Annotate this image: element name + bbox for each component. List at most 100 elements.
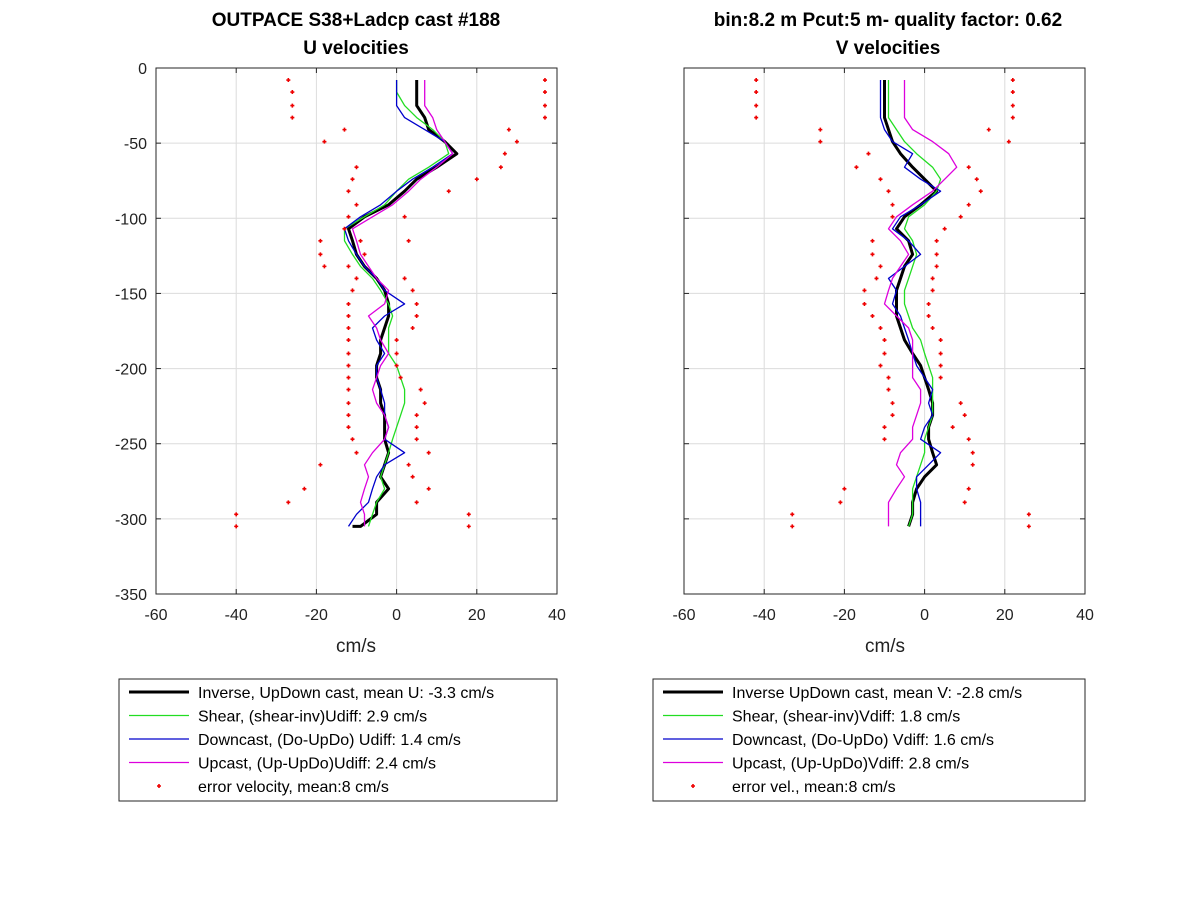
right-error-point [934,238,939,243]
right-legend-entry: Downcast, (Do-UpDo) Vdiff: 1.6 cm/s [732,732,994,749]
right-error-point [934,264,939,269]
left-x-tick-label: 20 [468,607,486,624]
right-error-point [790,524,795,529]
right-error-point [818,127,823,132]
left-legend-entry: error velocity, mean:8 cm/s [198,779,389,796]
right-error-point [854,165,859,170]
right-x-tick-label: 40 [1076,607,1094,624]
left-error-point [354,202,359,207]
left-x-tick-label: 40 [548,607,566,624]
right-error-point [890,401,895,406]
left-error-point [426,450,431,455]
left-series-line-3 [351,80,454,527]
left-error-point [402,214,407,219]
right-axes-frame [683,67,1086,595]
left-chart-subtitle: U velocities [303,38,409,59]
right-error-point [842,486,847,491]
left-error-point [402,276,407,281]
right-error-point [862,301,867,306]
right-legend-marker [691,784,695,788]
right-x-tick-label: -60 [672,607,695,624]
left-error-point [346,189,351,194]
left-y-tick-label: -200 [115,362,147,379]
right-error-point [926,301,931,306]
left-error-point [514,139,519,144]
right-error-point [878,325,883,330]
left-axes-frame [155,67,558,595]
right-error-point [1006,139,1011,144]
left-legend: Inverse, UpDown cast, mean U: -3.3 cm/s S… [118,678,558,802]
right-series-line-1 [887,80,942,527]
left-error-point [286,500,291,505]
left-error-point [426,486,431,491]
right-error-point [1010,90,1015,95]
right-x-tick-label: 20 [996,607,1014,624]
right-series-line-2 [879,80,942,527]
right-x-tick-label: -40 [753,607,776,624]
left-error-point [542,78,547,83]
right-x-axis-label: cm/s [865,636,905,657]
right-error-point [966,486,971,491]
right-error-point [950,425,955,430]
left-error-point [318,462,323,467]
left-error-point [302,486,307,491]
right-error-point [838,500,843,505]
right-legend-entry: Upcast, (Up-UpDo)Vdiff: 2.8 cm/s [732,756,969,773]
right-error-point [754,103,759,108]
left-error-point [466,512,471,517]
right-error-point [754,78,759,83]
left-x-tick-label: -60 [144,607,167,624]
left-error-point [346,425,351,430]
left-error-point [290,103,295,108]
left-legend-box [118,678,558,802]
left-x-tick-label: -20 [305,607,328,624]
right-legend-entry: Shear, (shear-inv)Vdiff: 1.8 cm/s [732,709,960,726]
left-error-point [346,351,351,356]
right-error-point [938,375,943,380]
right-error-point [878,177,883,182]
right-error-point [970,450,975,455]
left-error-point [346,375,351,380]
right-error-point [938,363,943,368]
left-error-point [346,325,351,330]
left-error-point [414,413,419,418]
right-error-point [930,276,935,281]
right-error-point [966,165,971,170]
left-y-tick-label: -350 [115,587,147,604]
left-error-point [346,363,351,368]
left-error-point [410,325,415,330]
right-error-point [966,202,971,207]
right-axes-group: -60 -40 -20 0 20 40 [672,67,1094,624]
left-error-point [234,524,239,529]
right-error-point [862,288,867,293]
left-error-point [406,462,411,467]
left-y-tick-label: -150 [115,286,147,303]
left-error-point [234,512,239,517]
right-error-point [1010,78,1015,83]
left-legend-entry: Inverse, UpDown cast, mean U: -3.3 cm/s [198,685,494,702]
right-error-point [866,151,871,156]
right-error-point [878,264,883,269]
left-error-point [290,90,295,95]
right-error-point [986,127,991,132]
left-error-point [414,313,419,318]
right-series-line-0 [883,80,939,527]
left-error-point [362,252,367,257]
right-error-point [890,413,895,418]
left-error-point [346,214,351,219]
right-error-point [818,139,823,144]
right-error-point [930,288,935,293]
left-error-point [350,177,355,182]
left-error-point [318,252,323,257]
left-error-point [286,78,291,83]
right-error-point [882,437,887,442]
left-error-point [394,351,399,356]
right-series-line-3 [883,80,958,527]
left-error-point [418,387,423,392]
left-error-point [466,524,471,529]
left-error-point [414,425,419,430]
left-error-point [422,401,427,406]
right-error-point [970,462,975,467]
left-plot-area [156,68,557,594]
right-error-point [890,214,895,219]
